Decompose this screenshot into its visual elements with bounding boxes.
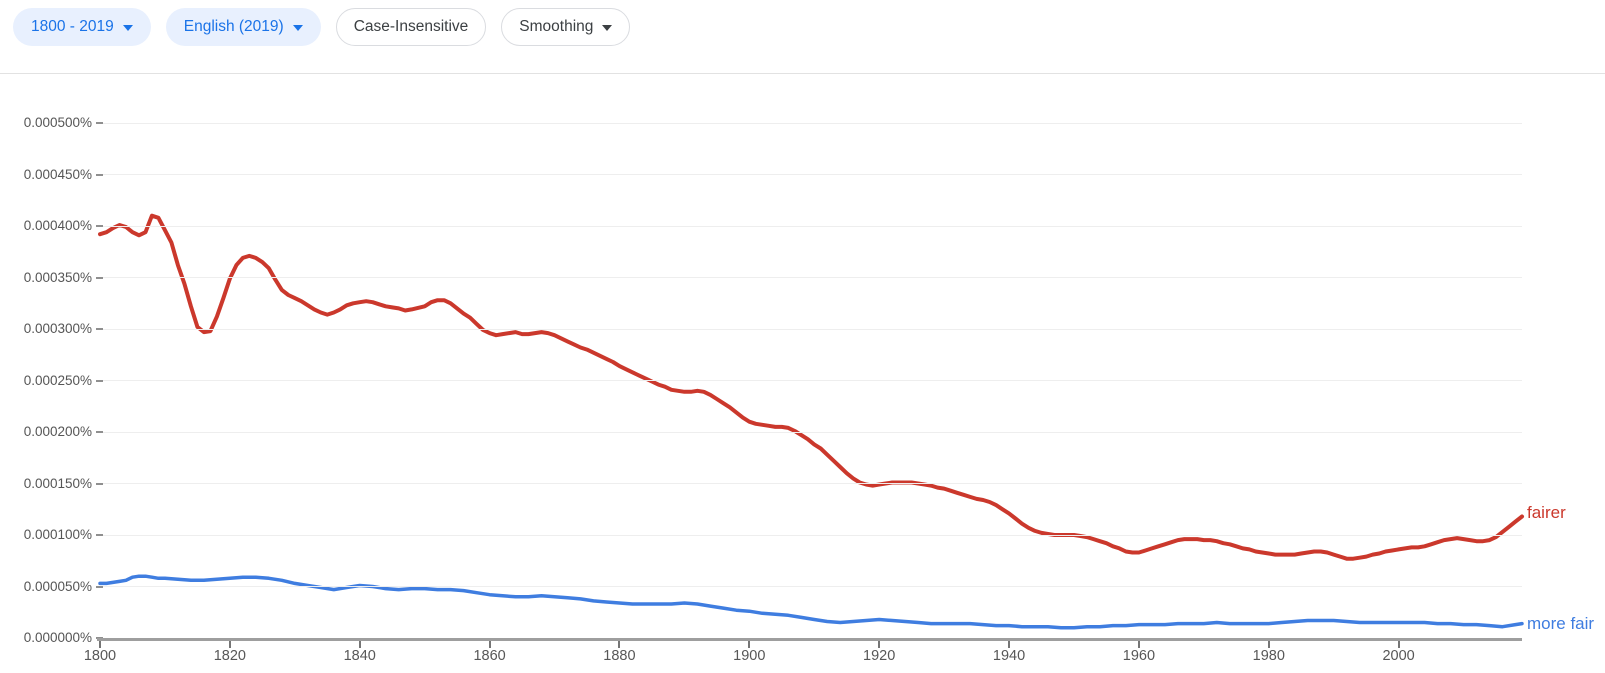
x-axis-tick-label: 1960	[1122, 648, 1156, 664]
x-axis-tick	[228, 641, 231, 648]
x-axis-tick	[1267, 641, 1270, 648]
chevron-down-icon	[602, 25, 613, 31]
gridline	[100, 122, 1522, 124]
x-axis-line	[97, 638, 1522, 641]
case-insensitive-chip[interactable]: Case-Insensitive	[335, 8, 487, 46]
x-axis-tick	[1397, 641, 1400, 648]
series-line-more-fair[interactable]	[98, 574, 1524, 630]
smoothing-label: Smoothing	[519, 18, 594, 35]
y-axis-tick-label: 0.000400%	[23, 218, 92, 233]
gridline	[100, 431, 1522, 433]
x-axis-tick	[1008, 641, 1011, 648]
y-axis-tick	[96, 122, 103, 124]
corpus-chip[interactable]: English (2019)	[165, 8, 321, 46]
x-axis-tick-label: 1800	[83, 648, 117, 664]
y-axis-tick	[96, 534, 103, 536]
y-axis-tick-label: 0.000150%	[23, 475, 92, 491]
gridline	[100, 380, 1522, 381]
x-axis-tick-label: 1840	[343, 648, 376, 664]
x-axis-tick-label: 1940	[992, 648, 1026, 664]
y-axis-tick-label: 0.000300%	[23, 321, 92, 336]
x-axis-tick	[748, 641, 751, 648]
y-axis-tick-label: 0.000500%	[23, 115, 92, 130]
gridline	[100, 277, 1522, 278]
gridline	[100, 174, 1522, 175]
x-axis-tick	[618, 641, 621, 648]
y-axis-tick-label: 0.000050%	[23, 578, 92, 594]
gridline	[100, 483, 1522, 484]
x-axis-tick-label: 1860	[473, 648, 506, 664]
y-axis-tick	[96, 585, 103, 588]
y-axis-tick-label: 0.000200%	[23, 424, 92, 439]
gridline	[100, 586, 1522, 587]
date-range-label: 1800 - 2019	[31, 18, 114, 35]
chevron-down-icon	[292, 25, 303, 31]
smoothing-chip[interactable]: Smoothing	[501, 8, 631, 46]
y-axis-tick	[96, 225, 103, 227]
x-axis-tick-label: 1900	[733, 648, 766, 664]
y-axis-tick	[96, 173, 103, 176]
y-axis-tick	[96, 276, 103, 279]
filter-chip-bar: 1800 - 2019 English (2019) Case-Insensit…	[13, 8, 631, 46]
x-axis-tick-label: 1980	[1252, 648, 1285, 664]
x-axis-tick	[99, 641, 101, 648]
series-label-more-fair[interactable]: more fair	[1527, 614, 1595, 633]
x-axis-tick-label: 1820	[213, 648, 246, 664]
y-axis-tick	[96, 431, 103, 433]
x-axis-tick-label: 1880	[603, 648, 636, 664]
y-axis-tick-label: 0.000000%	[23, 630, 92, 645]
y-axis-tick-label: 0.000350%	[23, 269, 92, 285]
case-insensitive-label: Case-Insensitive	[353, 18, 469, 35]
x-axis-tick-label: 1920	[863, 648, 896, 664]
y-axis-tick-label: 0.000450%	[23, 166, 92, 182]
y-axis-tick-label: 0.000250%	[23, 372, 92, 388]
x-axis-tick	[488, 641, 491, 648]
y-axis-tick	[96, 379, 103, 382]
gridline	[100, 225, 1522, 227]
x-axis-tick-label: 2000	[1382, 648, 1415, 664]
gridline	[100, 328, 1522, 330]
toolbar-divider	[0, 73, 1605, 74]
date-range-chip[interactable]: 1800 - 2019	[13, 8, 151, 46]
y-axis-tick	[96, 328, 103, 330]
corpus-label: English (2019)	[183, 18, 284, 35]
series-line-fairer[interactable]	[98, 213, 1524, 561]
x-axis-tick	[878, 641, 881, 648]
x-axis-tick	[1137, 641, 1140, 648]
x-axis-tick	[358, 641, 361, 648]
series-label-fairer[interactable]: fairer	[1527, 503, 1566, 522]
y-axis-tick	[96, 482, 103, 485]
y-axis-tick-label: 0.000100%	[23, 527, 92, 542]
gridline	[100, 534, 1522, 536]
chevron-down-icon	[122, 25, 133, 31]
